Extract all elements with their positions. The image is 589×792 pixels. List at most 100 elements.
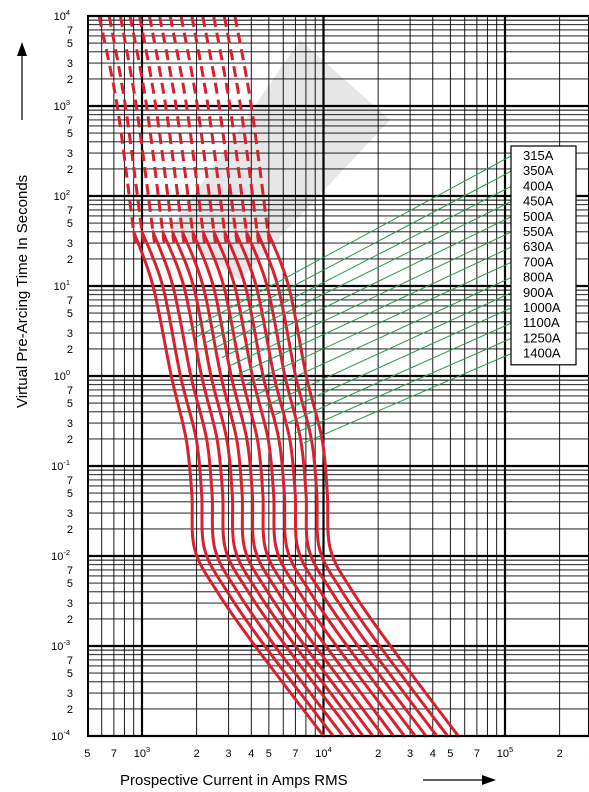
legend-leader-lines [188, 155, 512, 444]
legend-entry-1000a: 1000A [523, 300, 561, 315]
curve-800a [212, 230, 406, 738]
leader-line-350a [196, 170, 512, 338]
y-tick-label: 3 [67, 148, 73, 160]
x-tick-label: 7 [292, 748, 298, 760]
y-tick-label: 3 [67, 238, 73, 250]
x-tick-label: 3 [226, 748, 232, 760]
y-axis-tick-labels: 1047532103753210275321017532100753210-17… [51, 8, 73, 743]
y-tick-label: 101 [54, 278, 70, 293]
legend-entry-900a: 900A [523, 285, 554, 300]
leader-line-450a [212, 201, 512, 350]
curve-dashed-350a [107, 15, 145, 243]
y-tick-label: 2 [67, 74, 73, 86]
y-tick-label: 3 [67, 58, 73, 70]
leader-line-400a [204, 185, 512, 344]
y-tick-label: 10-1 [51, 458, 70, 473]
x-tick-label: 5 [84, 748, 90, 760]
curve-1400a [266, 230, 460, 738]
legend-entry-400a: 400A [523, 178, 554, 193]
curve-1000a [234, 230, 428, 738]
curve-dashed-500a [138, 15, 176, 243]
curve-630a [191, 230, 385, 738]
leader-line-1250a [294, 337, 512, 434]
axis-titles: Prospective Current in Amps RMS Virtual … [14, 42, 496, 789]
y-tick-label: 5 [67, 668, 73, 680]
curve-700a [201, 230, 395, 738]
leader-line-800a [255, 277, 512, 396]
x-tick-label: 2 [375, 748, 381, 760]
curves [97, 15, 460, 738]
y-tick-label: 3 [67, 688, 73, 700]
x-tick-label: 5 [447, 748, 453, 760]
y-tick-label: 100 [54, 368, 70, 383]
x-axis-title: Prospective Current in Amps RMS [120, 772, 348, 789]
legend-entry-630a: 630A [523, 239, 554, 254]
y-tick-label: 2 [67, 614, 73, 626]
curve-500a [170, 230, 365, 738]
y-tick-label: 5 [67, 218, 73, 230]
legend-entry-1250a: 1250A [523, 330, 561, 345]
leader-line-1100a [284, 322, 512, 425]
y-tick-label: 3 [67, 508, 73, 520]
watermark-shape [170, 40, 390, 280]
y-tick-label: 2 [67, 434, 73, 446]
y-tick-label: 7 [67, 565, 73, 577]
x-axis-tick-labels: 57103234571042345710523 [84, 745, 589, 760]
leader-line-630a [238, 246, 512, 375]
curve-dashed-800a [179, 15, 217, 243]
leader-line-1400a [303, 353, 512, 444]
legend-entry-550a: 550A [523, 224, 554, 239]
leader-line-500a [221, 216, 512, 359]
y-tick-label: 5 [67, 398, 73, 410]
curve-dashed-450a [128, 15, 166, 243]
curve-400a [151, 230, 345, 738]
x-tick-label: 2 [557, 748, 563, 760]
legend-box [510, 145, 577, 366]
legend-entry-350a: 350A [523, 163, 554, 178]
y-tick-label: 3 [67, 328, 73, 340]
y-tick-label: 104 [54, 8, 70, 23]
curve-dashed-1000a [201, 15, 239, 243]
curve-315a [132, 230, 325, 738]
y-tick-label: 7 [67, 385, 73, 397]
x-tick-label: 3 [407, 748, 413, 760]
y-tick-label: 7 [67, 25, 73, 37]
x-tick-label: 105 [497, 745, 513, 760]
curve-dashed-1400a [233, 15, 271, 243]
y-tick-label: 10-2 [51, 548, 70, 563]
curve-dashed-400a [118, 15, 156, 243]
x-axis-arrow-head [482, 775, 496, 785]
curve-dashed-550a [148, 15, 186, 243]
y-tick-label: 103 [54, 98, 70, 113]
curve-1250a [255, 230, 450, 738]
y-tick-label: 102 [54, 188, 70, 203]
y-tick-label: 3 [67, 598, 73, 610]
curve-450a [161, 230, 356, 738]
y-tick-label: 10-3 [51, 638, 70, 653]
legend-entry-1400a: 1400A [523, 346, 561, 361]
curve-dashed-700a [168, 15, 206, 243]
y-tick-label: 7 [67, 655, 73, 667]
curve-dashed-630a [158, 15, 196, 243]
curve-350a [140, 230, 335, 738]
y-tick-label: 2 [67, 704, 73, 716]
curve-dashed-900a [190, 15, 228, 243]
curve-550a [180, 230, 375, 738]
legend: 315A350A400A450A500A550A630A700A800A900A… [510, 145, 577, 366]
legend-entry-315a: 315A [523, 148, 554, 163]
y-tick-label: 7 [67, 475, 73, 487]
y-tick-label: 2 [67, 344, 73, 356]
y-tick-label: 2 [67, 164, 73, 176]
watermark [170, 40, 390, 280]
y-axis-title: Virtual Pre-Arcing Time In Seconds [14, 175, 31, 408]
x-tick-label: 4 [430, 748, 436, 760]
x-tick-label: 103 [134, 745, 150, 760]
y-axis-arrow-head [17, 42, 27, 56]
legend-entry-450a: 450A [523, 194, 554, 209]
leader-line-550a [229, 231, 512, 367]
x-tick-label: 2 [194, 748, 200, 760]
leader-line-700a [247, 261, 512, 385]
y-tick-label: 2 [67, 254, 73, 266]
y-tick-label: 7 [67, 115, 73, 127]
